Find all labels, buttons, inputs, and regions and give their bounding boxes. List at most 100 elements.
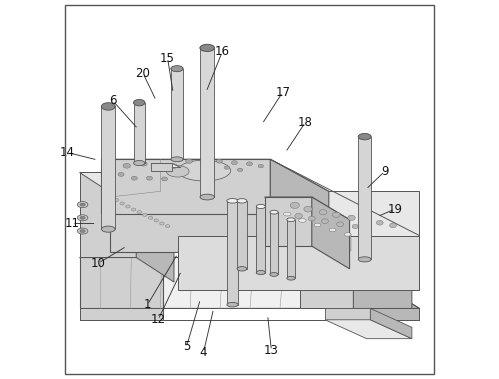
Ellipse shape (256, 271, 265, 275)
Ellipse shape (146, 176, 153, 180)
Polygon shape (79, 172, 174, 197)
Polygon shape (270, 212, 278, 274)
Ellipse shape (337, 222, 343, 227)
Text: 19: 19 (387, 203, 402, 216)
Ellipse shape (298, 219, 306, 222)
Ellipse shape (290, 202, 299, 208)
Ellipse shape (308, 216, 315, 221)
Polygon shape (171, 69, 183, 159)
Polygon shape (336, 257, 420, 309)
Ellipse shape (348, 215, 355, 221)
Ellipse shape (319, 210, 327, 215)
Ellipse shape (358, 133, 371, 140)
Polygon shape (136, 172, 174, 282)
Ellipse shape (237, 266, 247, 271)
Ellipse shape (270, 273, 278, 276)
Polygon shape (270, 159, 329, 246)
Ellipse shape (131, 208, 136, 211)
Polygon shape (151, 163, 181, 168)
Text: 12: 12 (151, 313, 166, 326)
Text: 9: 9 (381, 165, 388, 178)
Polygon shape (287, 220, 295, 278)
Text: 14: 14 (60, 146, 75, 159)
Polygon shape (110, 197, 420, 236)
Ellipse shape (358, 257, 371, 262)
Ellipse shape (126, 205, 130, 208)
Polygon shape (264, 197, 350, 220)
Text: 16: 16 (215, 45, 230, 58)
Ellipse shape (224, 166, 230, 169)
Ellipse shape (167, 166, 189, 177)
Polygon shape (79, 257, 420, 309)
Polygon shape (353, 224, 412, 309)
Polygon shape (134, 103, 145, 163)
Ellipse shape (390, 223, 396, 228)
Text: 10: 10 (91, 257, 106, 269)
Ellipse shape (283, 212, 291, 216)
Polygon shape (178, 236, 420, 290)
Polygon shape (298, 221, 306, 240)
Polygon shape (344, 235, 351, 251)
Ellipse shape (148, 216, 153, 219)
Ellipse shape (154, 219, 159, 222)
Polygon shape (79, 172, 136, 257)
Polygon shape (264, 197, 312, 246)
Text: 13: 13 (264, 344, 279, 357)
Ellipse shape (227, 302, 238, 307)
Ellipse shape (358, 134, 371, 139)
Polygon shape (358, 137, 371, 259)
Polygon shape (256, 207, 265, 273)
Ellipse shape (80, 216, 85, 219)
Ellipse shape (171, 157, 183, 162)
Text: 18: 18 (298, 116, 313, 129)
Ellipse shape (114, 199, 119, 202)
Polygon shape (237, 201, 247, 269)
Ellipse shape (80, 203, 85, 206)
Ellipse shape (118, 172, 124, 176)
Ellipse shape (227, 199, 238, 203)
Text: 11: 11 (64, 217, 79, 230)
Polygon shape (270, 191, 420, 236)
Polygon shape (360, 240, 366, 254)
Polygon shape (329, 230, 336, 247)
Ellipse shape (101, 103, 115, 110)
Polygon shape (325, 309, 370, 320)
Text: 5: 5 (183, 340, 190, 354)
Text: 17: 17 (275, 86, 290, 99)
Ellipse shape (162, 177, 168, 181)
Ellipse shape (295, 213, 302, 219)
Text: 15: 15 (160, 52, 175, 64)
Polygon shape (151, 163, 172, 171)
Ellipse shape (171, 66, 183, 71)
Ellipse shape (232, 161, 238, 164)
Ellipse shape (77, 202, 88, 208)
Ellipse shape (287, 276, 295, 280)
Polygon shape (312, 197, 350, 269)
Ellipse shape (134, 161, 145, 166)
Ellipse shape (287, 218, 295, 222)
Ellipse shape (238, 168, 243, 172)
Polygon shape (314, 225, 321, 243)
Ellipse shape (256, 204, 265, 208)
Ellipse shape (200, 45, 215, 51)
Polygon shape (300, 224, 412, 257)
Text: 20: 20 (136, 67, 151, 80)
Ellipse shape (363, 218, 370, 223)
Ellipse shape (258, 164, 263, 168)
Ellipse shape (154, 166, 160, 171)
Ellipse shape (186, 159, 193, 163)
Ellipse shape (314, 223, 321, 227)
Ellipse shape (101, 103, 115, 110)
Ellipse shape (123, 163, 131, 168)
Polygon shape (101, 159, 329, 191)
Ellipse shape (77, 215, 88, 221)
Ellipse shape (237, 199, 247, 203)
Ellipse shape (165, 225, 170, 228)
Ellipse shape (332, 212, 340, 218)
Ellipse shape (101, 226, 115, 232)
Polygon shape (101, 159, 270, 214)
Ellipse shape (160, 222, 164, 225)
Ellipse shape (344, 233, 351, 236)
Ellipse shape (360, 238, 366, 241)
Ellipse shape (134, 100, 145, 105)
